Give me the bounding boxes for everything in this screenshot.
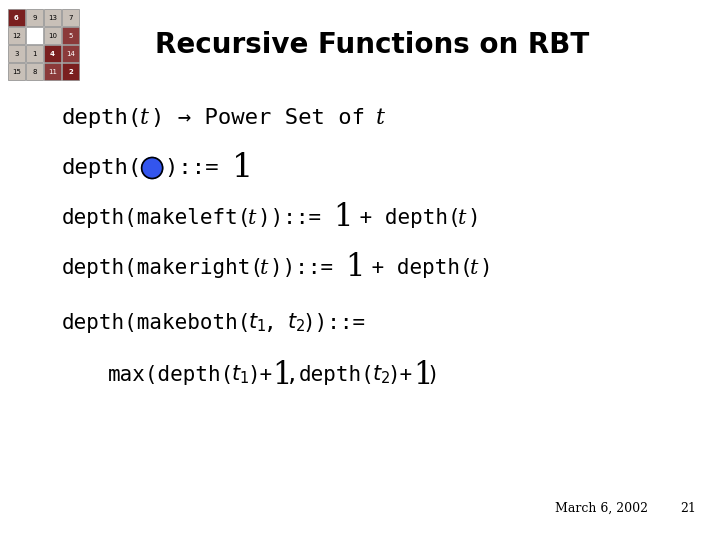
Text: 12: 12 (12, 32, 21, 38)
Text: )+: )+ (247, 365, 272, 385)
Text: 1: 1 (413, 360, 433, 390)
Text: 1: 1 (333, 202, 352, 233)
Text: $t_1$: $t_1$ (248, 312, 266, 334)
Text: t: t (376, 107, 384, 129)
Bar (26, 63, 43, 80)
Bar (44, 45, 61, 62)
Text: ): ) (480, 258, 492, 278)
Text: 1: 1 (232, 152, 253, 184)
Text: ))::=: ))::= (303, 313, 366, 333)
Text: March 6, 2002: March 6, 2002 (555, 502, 648, 515)
Text: 1: 1 (272, 360, 292, 390)
Text: 2: 2 (68, 69, 73, 75)
Text: + depth(: + depth( (359, 258, 473, 278)
Text: ,: , (287, 365, 299, 385)
Bar (44, 63, 61, 80)
Text: )::=: )::= (165, 158, 232, 178)
Bar (26, 45, 43, 62)
Bar (26, 9, 43, 26)
Bar (44, 9, 61, 26)
Text: max(depth(: max(depth( (108, 365, 234, 385)
Text: + depth(: + depth( (347, 208, 460, 228)
Text: 14: 14 (66, 51, 75, 57)
Text: 9: 9 (32, 15, 37, 21)
Bar (26, 27, 43, 44)
Bar (8, 45, 25, 62)
Text: ): ) (467, 208, 480, 228)
Text: ))::=: ))::= (258, 208, 333, 228)
Bar (8, 63, 25, 80)
Text: 13: 13 (48, 15, 57, 21)
Text: 21: 21 (680, 502, 696, 515)
Bar (62, 63, 79, 80)
Text: 10: 10 (48, 32, 57, 38)
Bar (62, 45, 79, 62)
Text: $t_2$: $t_2$ (372, 364, 390, 386)
Text: Recursive Functions on RBT: Recursive Functions on RBT (155, 31, 589, 59)
Text: 11: 11 (48, 69, 57, 75)
Text: depth(: depth( (62, 158, 143, 178)
Text: t: t (470, 259, 478, 278)
Bar (62, 9, 79, 26)
Text: ,: , (264, 313, 289, 333)
Bar (62, 27, 79, 44)
Text: depth(makeleft(: depth(makeleft( (62, 208, 251, 228)
Text: ) → Power Set of: ) → Power Set of (150, 108, 378, 128)
Bar (44, 27, 61, 44)
Text: depth(makeright(: depth(makeright( (62, 258, 264, 278)
Text: 3: 3 (14, 51, 19, 57)
Text: 15: 15 (12, 69, 21, 75)
Text: 7: 7 (68, 15, 73, 21)
Bar (8, 9, 25, 26)
Text: depth(: depth( (62, 108, 143, 128)
Text: 5: 5 (68, 32, 73, 38)
Text: 8: 8 (32, 69, 37, 75)
Text: 1: 1 (32, 51, 37, 57)
Text: $t_1$: $t_1$ (231, 364, 249, 386)
Circle shape (142, 158, 163, 179)
Text: 4: 4 (50, 51, 55, 57)
Bar (8, 27, 25, 44)
Text: $t_2$: $t_2$ (287, 312, 305, 334)
Text: t: t (457, 208, 466, 227)
Text: t: t (140, 107, 149, 129)
Text: 1: 1 (346, 253, 365, 284)
Text: 6: 6 (14, 15, 19, 21)
Text: ))::=: ))::= (270, 258, 346, 278)
Text: t: t (248, 208, 256, 227)
Text: ): ) (427, 365, 440, 385)
Text: depth(makeboth(: depth(makeboth( (62, 313, 251, 333)
Text: t: t (261, 259, 269, 278)
Text: )+: )+ (388, 365, 413, 385)
Text: depth(: depth( (299, 365, 374, 385)
